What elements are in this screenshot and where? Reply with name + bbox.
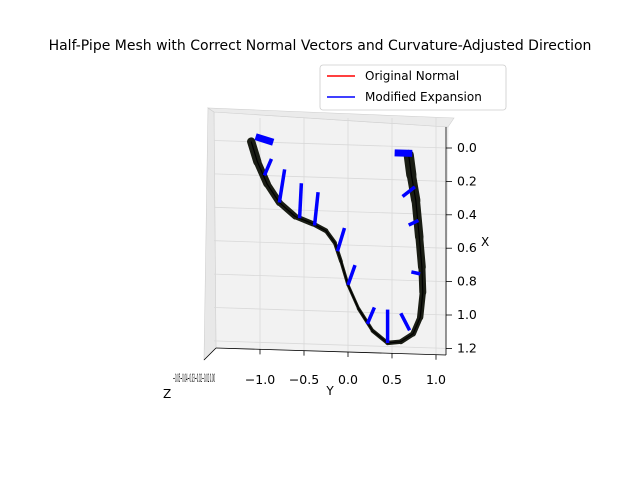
x-grid-line [213, 240, 447, 249]
vector-arrow [335, 227, 347, 252]
vector-arrow [394, 149, 413, 157]
x-grid-line [213, 307, 447, 316]
vector-arrow [407, 218, 420, 227]
x-tick-label: 0.6 [457, 240, 477, 255]
chart-title: Half-Pipe Mesh with Correct Normal Vecto… [49, 38, 592, 54]
x-tick-label: 0.8 [457, 274, 477, 289]
vector-arrow [346, 264, 357, 286]
normal-vectors [254, 133, 421, 343]
z-axis-line [203, 347, 217, 361]
z-tick-labels-overlap: −0.05−0.04−0.03−0.02−0.01 0.00 [173, 371, 215, 385]
y-axis-line [215, 347, 447, 356]
y-tick-label: 0.0 [338, 372, 358, 387]
vector-arrow [410, 270, 421, 276]
x-tick-label: 1.0 [457, 307, 477, 322]
vector-arrow [401, 185, 416, 198]
left-pane [203, 107, 217, 361]
vector-arrow [254, 133, 275, 146]
legend-box [319, 64, 507, 111]
x-grid-line [213, 206, 447, 216]
mesh-centerline [250, 141, 424, 344]
x-grid-line [213, 340, 447, 349]
y-axis-label: Y [325, 384, 334, 398]
grid-lines [213, 118, 447, 355]
top-pane [206, 107, 455, 128]
x-tick-label: 1.2 [457, 340, 477, 355]
y-tick-label: −0.5 [289, 372, 319, 387]
legend-label-original-normal: Original Normal [365, 69, 459, 83]
x-grid-line [213, 173, 447, 182]
x-axis-label: X [481, 235, 489, 249]
tick-labels: 0.0 0.2 0.4 0.6 0.8 1.0 1.2 −1.0 −0.5 0.0 0.5 1.0 [245, 140, 477, 387]
z-axis-label: Z [163, 387, 171, 401]
vector-arrow [399, 312, 412, 332]
vector-arrow [312, 191, 320, 226]
y-tick-label: −1.0 [245, 372, 275, 387]
vector-arrow [262, 158, 274, 177]
y-tick-label: 0.5 [382, 372, 402, 387]
x-tick-label: 0.4 [457, 207, 477, 222]
x-grid-line [213, 273, 447, 282]
legend-label-modified-expansion: Modified Expansion [365, 90, 482, 104]
vector-arrow [277, 169, 287, 203]
vector-arrow [297, 183, 304, 219]
y-tick-label: 1.0 [426, 372, 446, 387]
legend: Original Normal Modified Expansion [319, 64, 507, 111]
half-pipe-mesh [247, 137, 427, 346]
x-tick-label: 0.2 [457, 173, 477, 188]
vector-arrow [365, 306, 377, 325]
x-tick-label: 0.0 [457, 140, 477, 155]
